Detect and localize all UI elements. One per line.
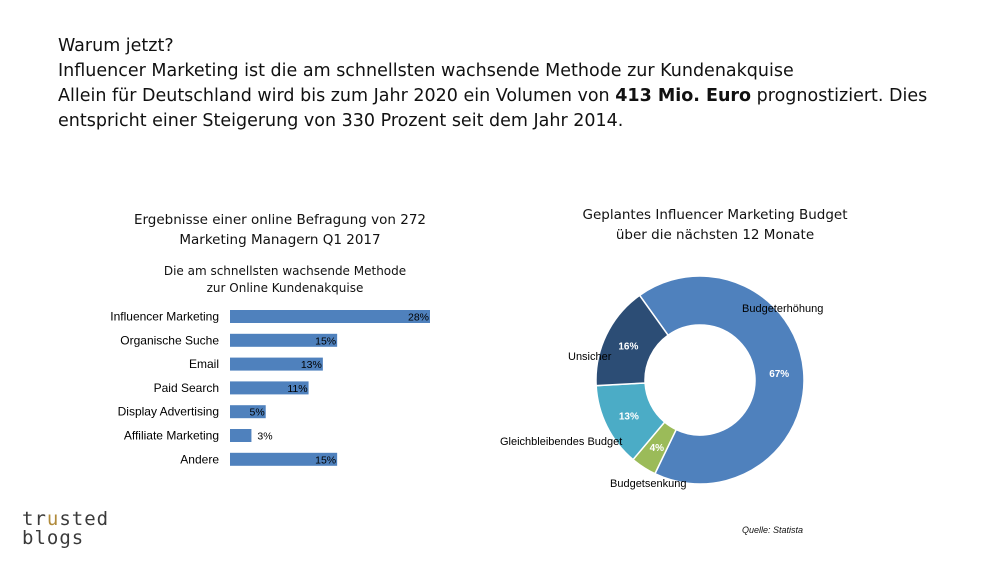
donut-value-label-budgeterhohung: 67% <box>769 369 789 380</box>
bar-category-label-display-advertising: Display Advertising <box>118 405 219 419</box>
headline-forecast: Allein für Deutschland wird bis zum Jahr… <box>58 84 958 109</box>
bar-value-label-influencer-marketing: 28% <box>408 312 429 324</box>
bar-paid-search <box>230 381 309 395</box>
source-note: Quelle: Statista <box>742 525 804 535</box>
bar-title-line-2: Marketing Managern Q1 2017 <box>179 232 381 248</box>
bar-email <box>230 357 323 371</box>
headline-question: Warum jetzt? <box>58 36 174 56</box>
forecast-text-start: Allein für Deutschland wird bis zum Jahr… <box>58 86 616 106</box>
bar-chart-title: Ergebnisse einer online Befragung von 27… <box>115 210 445 250</box>
donut-chart-title: Geplantes Influencer Marketing Budget üb… <box>555 205 875 245</box>
bar-value-label-organische-suche: 15% <box>315 335 336 347</box>
logo-part-tr: tr <box>22 508 47 530</box>
bar-category-label-andere: Andere <box>180 452 219 466</box>
bar-affiliate-marketing <box>230 429 252 442</box>
bar-category-label-affiliate-marketing: Affiliate Marketing <box>124 429 219 443</box>
donut-value-label-gleichbleibendes-budget: 13% <box>619 412 639 423</box>
headline-statement: Influencer Marketing ist die am schnells… <box>58 61 794 81</box>
forecast-volume: 413 Mio. Euro <box>615 86 752 106</box>
bar-category-label-influencer-marketing: Influencer Marketing <box>110 310 219 324</box>
bar-value-label-email: 13% <box>301 359 322 371</box>
donut-slice-budgeterhohung <box>638 275 805 485</box>
logo-line-2: blogs <box>22 527 85 549</box>
bar-category-label-email: Email <box>189 357 219 371</box>
donut-category-label-budgetsenkung: Budgetsenkung <box>610 478 686 490</box>
logo-part-sted: sted <box>59 508 110 530</box>
headline: Warum jetzt? Influencer Marketing ist di… <box>58 34 958 134</box>
bar-subtitle-line-2: zur Online Kundenakquise <box>206 281 364 295</box>
bar-subtitle-line-1: Die am schnellsten wachsende Methode <box>163 264 407 278</box>
trusted-blogs-logo: trusted blogs <box>22 510 109 548</box>
headline-growth: entspricht einer Steigerung von 330 Proz… <box>58 111 624 131</box>
bar-category-label-paid-search: Paid Search <box>154 381 219 395</box>
bar-organische-suche <box>230 333 338 347</box>
bar-chart-subtitle: Die am schnellsten wachsende Methode zur… <box>140 263 430 297</box>
donut-value-label-budgetsenkung: 4% <box>650 443 665 454</box>
donut-slice-unsicher <box>595 294 670 387</box>
bar-value-label-affiliate-marketing: 3% <box>257 431 272 443</box>
donut-value-label-unsicher: 16% <box>618 342 638 353</box>
donut-title-line-1: Geplantes Influencer Marketing Budget <box>582 207 848 223</box>
logo-line-1: trusted <box>22 510 109 529</box>
donut-category-label-unsicher: Unsicher <box>568 351 612 363</box>
bar-value-label-andere: 15% <box>315 454 336 466</box>
bar-display-advertising <box>230 405 266 419</box>
bar-title-line-1: Ergebnisse einer online Befragung von 27… <box>133 212 427 228</box>
bar-chart: Influencer Marketing 28% Organische Suche 1… <box>110 310 430 466</box>
donut-title-line-2: über die nächsten 12 Monate <box>615 227 815 243</box>
bar-category-label-organische-suche: Organische Suche <box>120 333 219 347</box>
donut-category-label-budgeterhohung: Budgeterhöhung <box>742 303 823 315</box>
bar-value-label-paid-search: 11% <box>287 383 307 395</box>
bar-value-label-display-advertising: 5% <box>250 407 265 419</box>
forecast-text-end: prognostiziert. Dies <box>751 86 928 106</box>
logo-part-u: u <box>46 508 60 530</box>
bar-andere <box>230 452 338 466</box>
donut-category-label-gleichbleibendes-budget: Gleichbleibendes Budget <box>500 436 622 448</box>
bar-influencer-marketing <box>230 310 430 323</box>
donut-chart: 67% Budgeterhöhung 4% Budgetsenkung 13% Gleic… <box>500 275 823 490</box>
